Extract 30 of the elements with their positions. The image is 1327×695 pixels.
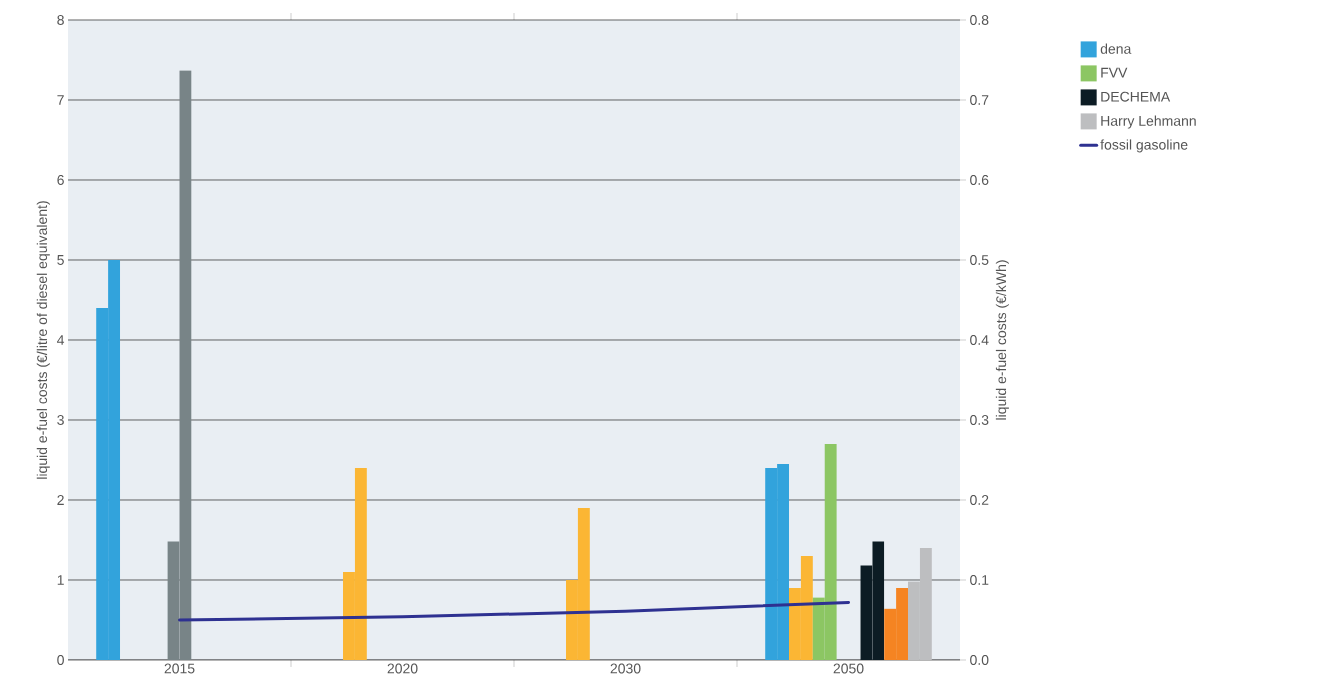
y2-tick-label: 0.4: [970, 335, 989, 345]
y2-tick-label: 0.8: [970, 15, 989, 25]
y-tick-label: 8: [57, 15, 64, 25]
y-tick-label: 3: [57, 415, 64, 425]
y-tick-label: 7: [57, 95, 64, 105]
legend-label: DECHEMA: [1101, 91, 1171, 102]
x-tick-label: 2050: [833, 663, 864, 674]
y-tick-label: 1: [57, 575, 64, 585]
y2-tick-label: 0.1: [970, 575, 989, 585]
legend-label: dena: [1100, 43, 1132, 54]
legend-label: fossil gasoline: [1100, 139, 1188, 153]
y-tick-label: 2: [57, 495, 64, 505]
legend-label: FVV: [1101, 67, 1128, 78]
line-series: [178, 600, 851, 622]
x-tick-label: 2020: [387, 663, 418, 674]
y2-tick-label: 0.0: [970, 655, 989, 665]
y2-tick-label: 0.6: [970, 175, 989, 185]
y2-tick-label: 0.2: [970, 495, 989, 505]
x-tick-label: 2015: [164, 663, 195, 674]
y2-tick-label: 0.3: [970, 415, 989, 425]
y2-tick-label: 0.5: [970, 255, 989, 265]
y2-axis-title: liquid e-fuel costs (€/kWh): [995, 260, 1009, 420]
y-tick-label: 5: [57, 255, 64, 265]
y-tick-label: 0: [57, 655, 64, 665]
x-tick-label: 2030: [610, 663, 641, 674]
y-tick-label: 6: [57, 175, 64, 185]
y-axis-title: liquid e-fuel costs (€/litre of diesel equivalent): [36, 201, 50, 479]
y2-tick-label: 0.7: [970, 95, 989, 105]
y-tick-label: 4: [57, 335, 65, 345]
legend-label: Harry Lehmann: [1101, 115, 1196, 129]
